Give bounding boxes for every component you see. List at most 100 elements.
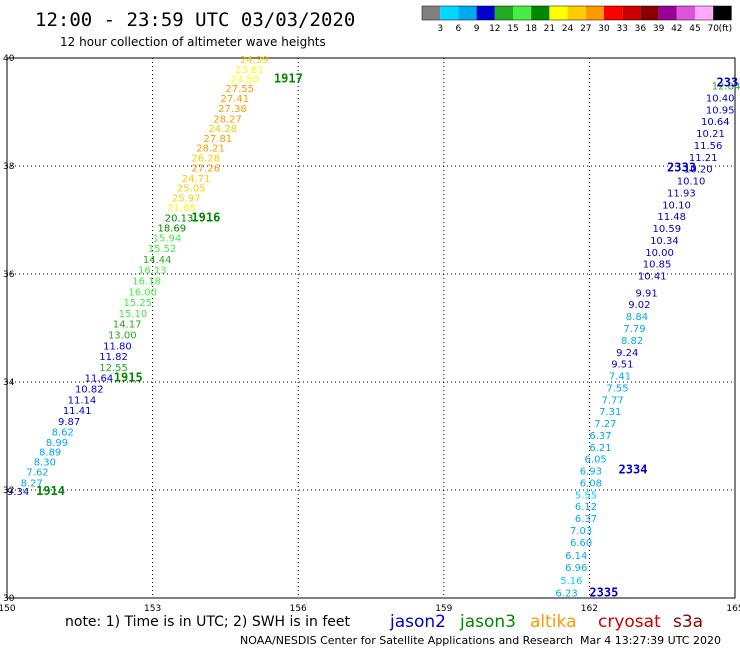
y-tick-label: 34 <box>3 378 15 388</box>
track-time-label: 1915 <box>114 371 143 385</box>
wave-height-value: 27.55 <box>225 84 254 95</box>
x-tick-label: 165 <box>726 604 740 614</box>
wave-height-value: 25.05 <box>177 184 206 195</box>
wave-height-value: 10.00 <box>645 248 674 259</box>
wave-height-value: 5.16 <box>560 576 582 587</box>
wave-height-value: 6.37 <box>575 514 597 525</box>
wave-height-value: 10.20 <box>684 165 713 176</box>
colorbar-swatch <box>422 6 441 20</box>
colorbar-label: 6 <box>456 24 462 34</box>
x-tick-label: 156 <box>290 604 307 614</box>
colorbar-swatch <box>531 6 550 20</box>
wave-height-value: 28.27 <box>213 114 242 125</box>
colorbar-label: 70 <box>707 24 719 34</box>
wave-height-value: 15.25 <box>123 298 152 309</box>
color-scale-bar: 3 6 9 12 15 18 21 24 27 30 33 36 39 42 45 70 (ft) <box>421 5 733 34</box>
wave-height-value: 7.03 <box>570 526 592 537</box>
colorbar-swatch <box>567 6 586 20</box>
wave-height-value: 11.21 <box>689 153 718 164</box>
wave-height-value: 9.34 <box>7 487 29 498</box>
wave-height-value: 10.64 <box>701 117 730 128</box>
colorbar-label: 27 <box>580 24 591 34</box>
wave-height-value: 9.91 <box>636 288 658 299</box>
wave-height-value: 11.80 <box>103 341 132 352</box>
colorbar-unit: (ft) <box>719 24 733 34</box>
colorbar-label: 12 <box>489 24 500 34</box>
x-tick-label: 162 <box>581 604 598 614</box>
colorbar-swatch <box>658 6 677 20</box>
track-time-label: 2333 <box>667 161 696 175</box>
wave-height-value: 11.48 <box>657 212 686 223</box>
legend-altika: altika <box>530 612 577 632</box>
y-tick-label: 32 <box>3 486 14 496</box>
wave-height-value: 14.44 <box>143 255 172 266</box>
chart-subtitle: 12 hour collection of altimeter wave hei… <box>60 35 326 49</box>
wave-height-value: 8.27 <box>21 478 43 489</box>
colorbar-label: 15 <box>507 24 518 34</box>
wave-height-value: 15.52 <box>148 244 177 255</box>
wave-height-value: 23.81 <box>235 65 264 76</box>
wave-height-value: 12.84 <box>712 82 740 93</box>
wave-height-value: 27.41 <box>221 94 250 105</box>
credit-text: NOAA/NESDIS Center for Satellite Applica… <box>240 634 573 647</box>
wave-height-value: 6.14 <box>565 551 587 562</box>
colorbar-label: 30 <box>598 24 610 34</box>
wave-height-values: 9.348.277.628.308.898.998.629.8711.4111.… <box>7 55 740 600</box>
wave-height-value: 10.34 <box>650 236 679 247</box>
wave-height-value: 15.94 <box>153 233 182 244</box>
colorbar-label: 3 <box>437 24 443 34</box>
colorbar-swatch <box>458 6 477 20</box>
wave-height-value: 27.26 <box>191 164 220 175</box>
wave-height-value: 6.08 <box>580 478 602 489</box>
x-tick-labels: 150 153 156 159 162 165 <box>0 604 740 614</box>
legend-jason2: jason2 <box>389 612 446 632</box>
wave-height-value: 11.41 <box>63 406 92 417</box>
colorbar-swatch <box>604 6 623 20</box>
wave-height-value: 10.95 <box>706 105 735 116</box>
wave-height-value: 11.93 <box>667 188 696 199</box>
wave-height-value: 24.71 <box>182 174 211 185</box>
x-tick-label: 153 <box>144 604 161 614</box>
grid-lines <box>7 58 735 598</box>
wave-height-value: 9.24 <box>616 348 638 359</box>
legend-s3a: s3a <box>673 612 703 632</box>
wave-height-value: 8.62 <box>52 428 74 439</box>
colorbar-swatch <box>585 6 604 20</box>
wave-height-value: 23.50 <box>230 75 259 86</box>
wave-height-value: 6.37 <box>589 431 611 442</box>
wave-height-value: 24.28 <box>208 124 237 135</box>
track-time-label: 2335 <box>589 586 618 600</box>
timestamp-text: Mar 4 13:27:39 UTC 2020 <box>580 634 721 647</box>
wave-height-value: 27.81 <box>204 134 233 145</box>
track-time-label: 233 <box>717 75 739 89</box>
wave-height-value: 10.59 <box>652 224 681 235</box>
chart-title: 12:00 - 23:59 UTC 03/03/2020 <box>35 9 355 31</box>
x-tick-label: 159 <box>435 604 452 614</box>
wave-height-value: 10.10 <box>677 177 706 188</box>
wave-height-value: 7.41 <box>609 372 631 383</box>
y-tick-label: 30 <box>3 594 15 604</box>
colorbar-swatch <box>695 6 714 20</box>
wave-height-value: 7.79 <box>623 324 645 335</box>
wave-height-value: 9.02 <box>628 300 650 311</box>
wave-height-value: 7.62 <box>26 468 48 479</box>
wave-height-value: 6.23 <box>555 589 577 600</box>
colorbar-label: 45 <box>689 24 700 34</box>
plot-area: 150 153 156 159 162 165 30 32 34 36 38 40 9.348.27… <box>0 54 740 614</box>
wave-height-value: 20.13 <box>165 213 194 224</box>
wave-height-value: 10.40 <box>706 93 735 104</box>
x-tick-label: 150 <box>0 604 16 614</box>
colorbar-swatch <box>622 6 641 20</box>
y-tick-label: 38 <box>3 162 15 172</box>
wave-height-value: 8.30 <box>34 457 56 468</box>
colorbar-label: 24 <box>562 24 574 34</box>
wave-height-value: 7.55 <box>606 383 628 394</box>
wave-height-value: 6.93 <box>580 467 602 478</box>
colorbar-swatch <box>713 6 732 20</box>
track-time-label: 1916 <box>191 210 220 224</box>
colorbar-swatch <box>676 6 695 20</box>
y-tick-label: 36 <box>3 270 15 280</box>
wave-height-value: 11.14 <box>68 395 97 406</box>
wave-height-value: 9.87 <box>58 417 80 428</box>
wave-height-value: 6.05 <box>585 455 607 466</box>
